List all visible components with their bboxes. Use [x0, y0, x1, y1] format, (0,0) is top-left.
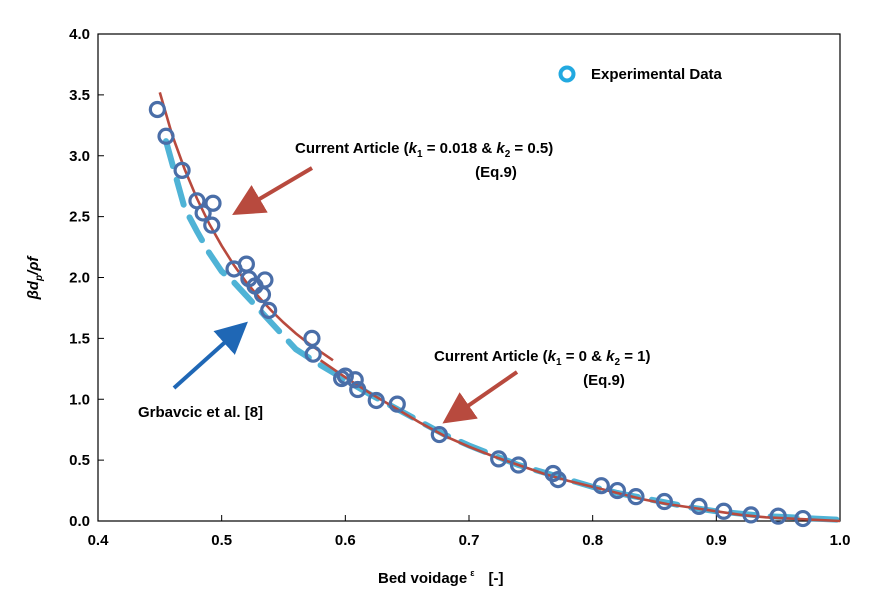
y-tick-label: 2.5 [69, 209, 90, 226]
data-point [260, 301, 278, 319]
x-tick-label: 0.4 [88, 532, 110, 549]
data-point [349, 380, 367, 399]
annotation-1-arrow [232, 166, 314, 216]
legend-marker [558, 65, 576, 83]
x-tick-label: 0.5 [211, 532, 232, 549]
data-point [303, 329, 321, 347]
model-curve-2 [319, 359, 841, 523]
data-point [173, 161, 191, 179]
x-tick-label: 0.9 [706, 532, 727, 549]
data-point [490, 450, 508, 468]
data-point [690, 497, 708, 515]
data-point [304, 345, 322, 363]
data-point [203, 216, 221, 234]
annotation-3-arrow [172, 321, 248, 390]
experimental-data-series [148, 100, 812, 528]
annotation-2-eq: (Eq.9) [583, 372, 625, 389]
annotation-1-eq: (Eq.9) [475, 164, 517, 181]
x-tick-label: 0.7 [459, 532, 480, 549]
annotation-3-text: Grbavcic et al. [8] [138, 404, 263, 421]
data-point [388, 395, 406, 413]
x-ticks: 0.4 0.5 0.6 0.7 0.8 0.9 1.0 [88, 515, 851, 549]
x-tick-label: 0.6 [335, 532, 356, 549]
data-point [715, 502, 733, 520]
legend: Experimental Data [558, 65, 723, 83]
annotation-2-arrow [442, 370, 519, 424]
data-point [194, 204, 212, 222]
y-tick-label: 3.5 [69, 87, 90, 104]
x-tick-label: 1.0 [830, 532, 851, 549]
data-point [430, 425, 448, 444]
y-tick-label: 3.0 [69, 148, 90, 165]
data-point [742, 506, 760, 524]
y-ticks: 0.0 0.5 1.0 1.5 2.0 2.5 3.0 3.5 4.0 [69, 26, 104, 530]
x-axis-title: Bed voidage ε [-] [378, 568, 503, 587]
annotation-grbavcic: Grbavcic et al. [8] [138, 321, 263, 421]
data-point [336, 367, 354, 385]
data-point [627, 488, 645, 506]
plot-area [97, 33, 841, 522]
data-point [204, 194, 222, 212]
data-point [592, 477, 610, 495]
annotation-current-article-2: Current Article (k1 = 0 & k2 = 1) (Eq.9) [434, 348, 651, 424]
annotation-current-article-1: Current Article (k1 = 0.018 & k2 = 0.5) … [232, 140, 553, 216]
data-point [549, 471, 567, 489]
x-tick-label: 0.8 [582, 532, 603, 549]
y-tick-label: 0.0 [69, 513, 90, 530]
data-point [769, 507, 787, 525]
y-tick-label: 2.0 [69, 270, 90, 287]
data-point [346, 371, 364, 389]
data-point [256, 271, 274, 289]
y-tick-label: 1.5 [69, 330, 90, 347]
data-point [367, 391, 385, 410]
data-point [148, 100, 166, 119]
data-point [794, 509, 812, 528]
legend-label: Experimental Data [591, 66, 723, 83]
data-point [608, 481, 627, 500]
y-tick-label: 0.5 [69, 452, 90, 469]
annotation-2-text: Current Article (k1 = 0 & k2 = 1) [434, 348, 651, 368]
annotation-1-text: Current Article (k1 = 0.018 & k2 = 0.5) [295, 140, 553, 160]
y-axis-title: βdp/ρf [25, 255, 45, 301]
data-point [157, 127, 175, 145]
data-point [655, 492, 673, 511]
y-tick-label: 1.0 [69, 391, 90, 408]
data-point [509, 456, 528, 474]
y-tick-label: 4.0 [69, 26, 90, 43]
